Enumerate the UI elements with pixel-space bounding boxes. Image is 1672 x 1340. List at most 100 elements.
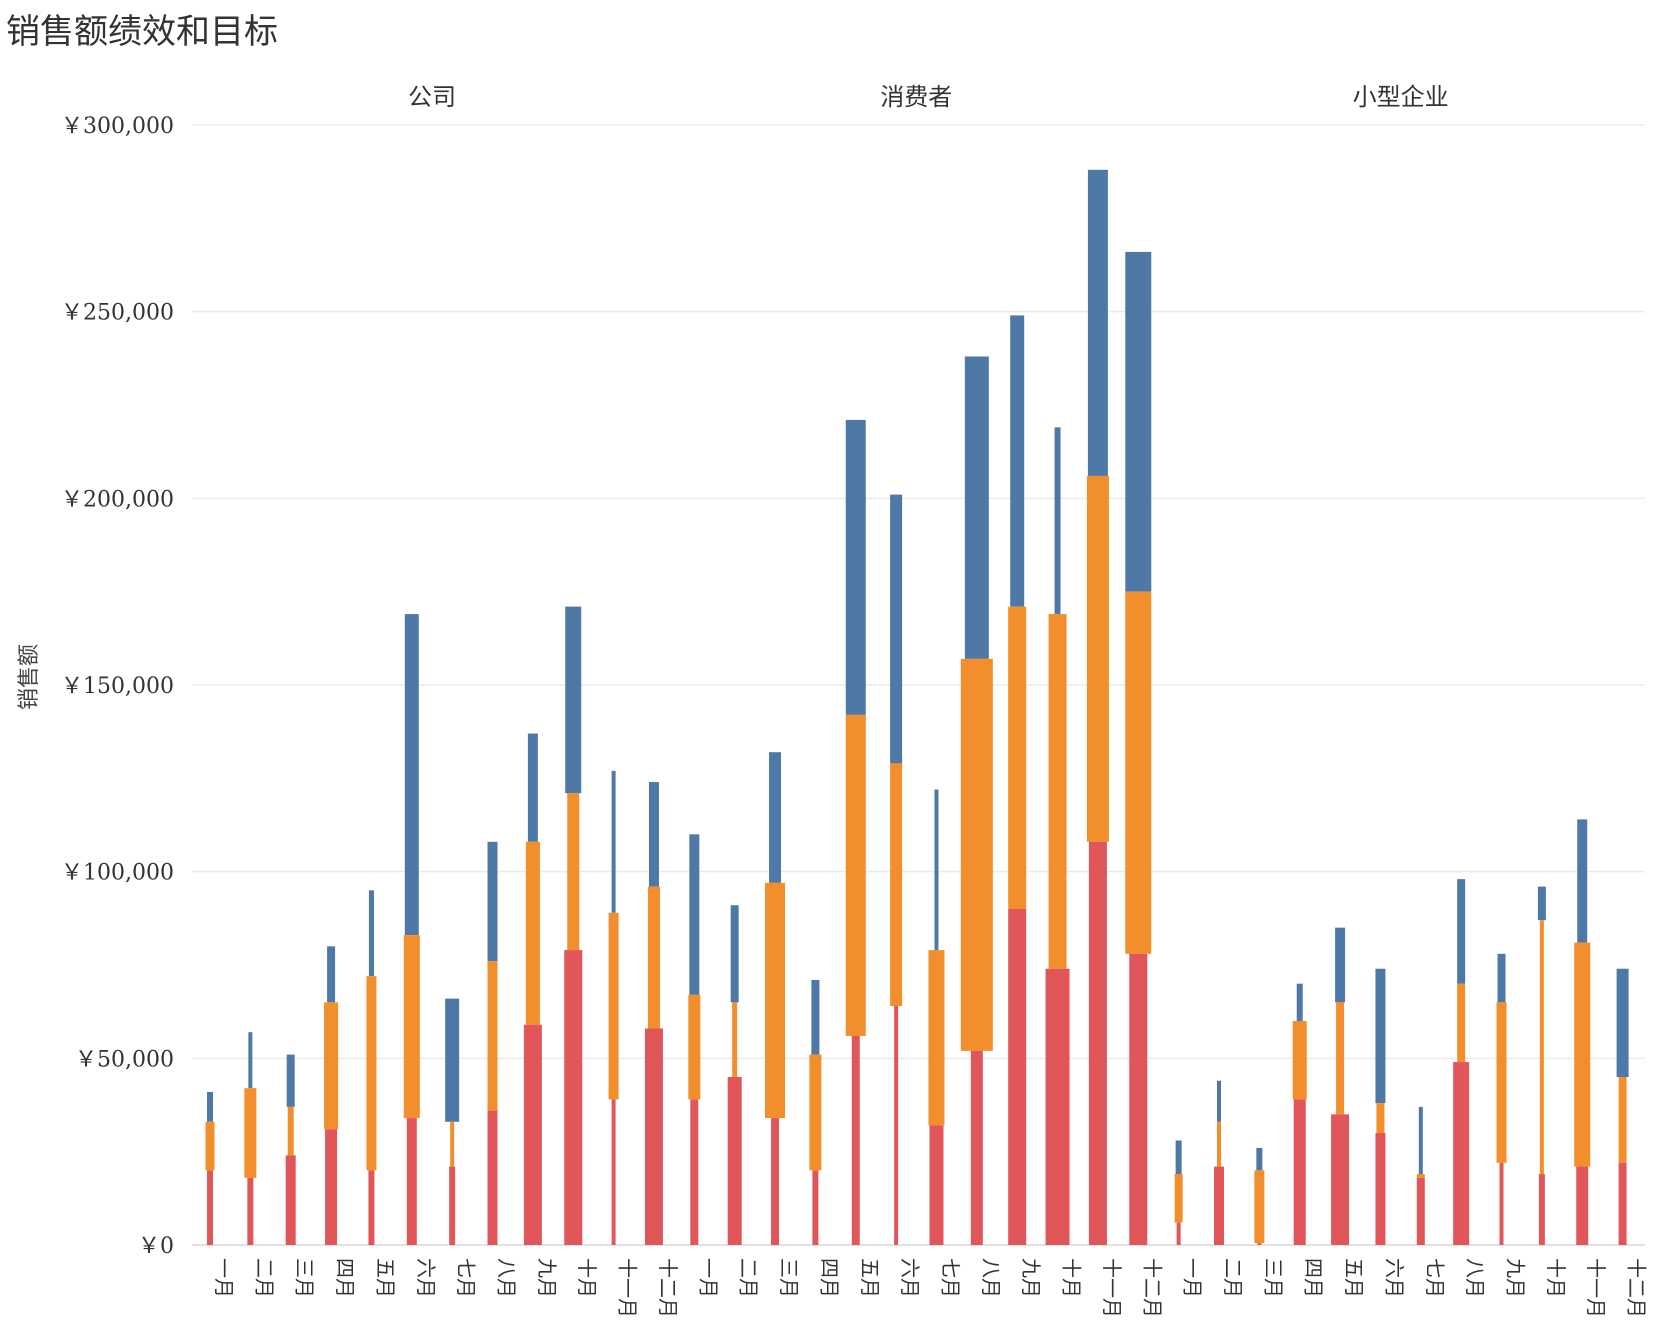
bar-segment-upper xyxy=(1616,968,1629,1077)
bar-segment-middle xyxy=(1048,614,1067,969)
bar-segment-lower xyxy=(564,950,583,1245)
x-tick-label: 九月 xyxy=(1019,1258,1043,1298)
bar-segment-upper xyxy=(1457,879,1466,984)
bar-segment-upper xyxy=(611,770,616,913)
bar-segment-upper xyxy=(769,752,782,883)
bar-segment-lower xyxy=(523,1024,542,1245)
bar-segment-lower xyxy=(1008,909,1027,1245)
x-tick-label: 四月 xyxy=(817,1258,841,1298)
bar-segment-upper xyxy=(689,834,700,995)
bar-segment-middle xyxy=(403,935,420,1119)
bar-segment-lower xyxy=(1331,1114,1350,1245)
bar-segment-lower xyxy=(1499,1162,1504,1245)
bar-segment-upper xyxy=(1054,427,1061,615)
bar-segment-middle xyxy=(1618,1077,1627,1163)
bar-segment-middle xyxy=(1336,1002,1345,1115)
bar-segment-lower xyxy=(247,1177,254,1245)
x-tick-label: 九月 xyxy=(1504,1258,1528,1298)
bar-segment-lower xyxy=(644,1028,663,1245)
x-tick-label: 十二月 xyxy=(1140,1258,1164,1318)
bar-segment-middle xyxy=(1008,606,1027,909)
x-tick-label: 二月 xyxy=(252,1258,276,1298)
x-tick-label: 四月 xyxy=(333,1258,357,1298)
y-axis-title: 销售额 xyxy=(17,644,42,710)
bar-segment-lower xyxy=(771,1118,780,1245)
bar-segment-middle xyxy=(688,994,701,1100)
x-tick-label: 十一月 xyxy=(616,1258,640,1318)
bar-segment-upper xyxy=(1125,251,1152,592)
bar-segment-upper xyxy=(527,733,538,842)
y-tick-labels: ￥0 ￥50,000 ￥100,000 ￥150,000 ￥200,000 ￥250,00… xyxy=(61,114,174,1259)
bar-segment-upper xyxy=(327,946,336,1003)
bar-segment-lower xyxy=(1214,1166,1224,1245)
bar-segment-middle xyxy=(525,841,540,1025)
bar-segment-middle xyxy=(765,882,786,1119)
x-tick-labels: 一月 二月 三月 四月 五月 六月 七月 八月 九月 十月 十一月 十二月 一月 二月 三月 四月 五月 六月 七月… xyxy=(212,1258,1649,1318)
bar-segment-upper xyxy=(1497,953,1506,1003)
x-tick-label: 五月 xyxy=(373,1258,397,1298)
x-tick-label: 六月 xyxy=(1382,1258,1406,1298)
bar-segment-upper xyxy=(1375,968,1386,1104)
x-tick-label: 六月 xyxy=(414,1258,438,1298)
y-tick-label: ￥50,000 xyxy=(75,1047,174,1072)
y-tick-label: ￥150,000 xyxy=(61,674,174,699)
bar-segment-lower xyxy=(1088,841,1107,1245)
x-tick-label: 十一月 xyxy=(1100,1258,1124,1318)
bar-segment-lower xyxy=(1293,1099,1306,1245)
bar-segment-upper xyxy=(1537,886,1546,921)
x-tick-label: 三月 xyxy=(293,1258,317,1298)
x-tick-label: 四月 xyxy=(1302,1258,1326,1298)
x-tick-label: 七月 xyxy=(1423,1258,1447,1298)
bar-segment-lower xyxy=(1416,1177,1425,1245)
bar-segment-upper xyxy=(368,890,374,977)
x-tick-label: 五月 xyxy=(858,1258,882,1298)
bar-segment-lower xyxy=(1129,953,1148,1245)
bar-segment-lower xyxy=(406,1118,417,1245)
bar-segment-lower xyxy=(325,1129,338,1245)
chart-title: 销售额绩效和目标 xyxy=(6,12,278,52)
bar-segment-lower xyxy=(1176,1222,1181,1245)
bar-segment-lower xyxy=(727,1077,742,1245)
panel-title: 小型企业 xyxy=(1353,83,1449,111)
bar-segment-lower xyxy=(449,1166,456,1245)
bar-segment-middle xyxy=(890,763,903,1007)
panel-title: 公司 xyxy=(408,83,456,111)
bar-segment-lower xyxy=(368,1170,375,1245)
bar-segment-middle xyxy=(960,658,993,1051)
x-tick-label: 五月 xyxy=(1342,1258,1366,1298)
bar-segment-lower xyxy=(1453,1062,1470,1245)
bar-segment-upper xyxy=(565,606,582,794)
bar-segment-lower xyxy=(611,1099,616,1245)
bar-segment-middle xyxy=(1496,1002,1507,1163)
x-tick-label: 十月 xyxy=(575,1258,599,1298)
bar-segment-lower xyxy=(812,1170,819,1245)
bar-segment-middle xyxy=(1125,591,1152,954)
bars xyxy=(205,169,1629,1245)
bar-segment-lower xyxy=(1257,1243,1262,1245)
y-tick-label: ￥100,000 xyxy=(61,861,174,886)
bar-segment-lower xyxy=(487,1110,498,1245)
bar-segment-middle xyxy=(928,950,945,1126)
bar-segment-lower xyxy=(1375,1133,1386,1245)
bar-segment-middle xyxy=(487,961,498,1111)
bar-segment-lower xyxy=(851,1035,860,1245)
bar-segment-middle xyxy=(1539,920,1544,1175)
bar-segment-lower xyxy=(690,1099,699,1245)
bar-segment-upper xyxy=(648,782,659,887)
bar-segment-lower xyxy=(285,1155,296,1245)
x-tick-label: 八月 xyxy=(979,1258,1003,1298)
bar-segment-upper xyxy=(730,905,739,1003)
x-tick-label: 九月 xyxy=(535,1258,559,1298)
bar-segment-upper xyxy=(445,998,460,1122)
bar-segment-upper xyxy=(1577,819,1588,943)
bar-segment-middle xyxy=(1254,1170,1265,1244)
x-tick-label: 二月 xyxy=(1221,1258,1245,1298)
bar-segment-middle xyxy=(1416,1174,1425,1178)
bar-segment-middle xyxy=(1376,1103,1385,1133)
bar-segment-lower xyxy=(1576,1166,1589,1245)
bar-segment-middle xyxy=(845,714,866,1036)
panel-title: 消费者 xyxy=(880,83,952,111)
bar-segment-lower xyxy=(1538,1174,1545,1245)
gridlines xyxy=(192,124,1645,1246)
